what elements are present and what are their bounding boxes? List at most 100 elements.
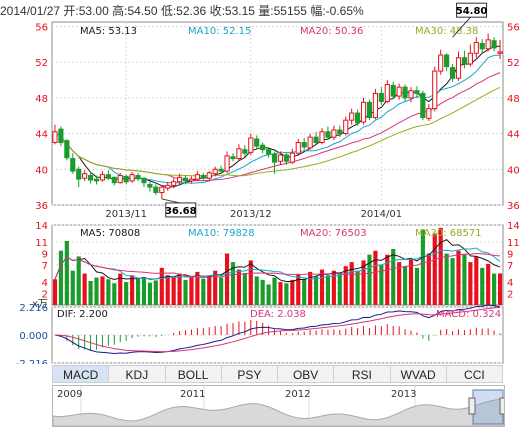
ma-legend-item: MA20: 50.36 <box>300 26 363 37</box>
candle-body <box>123 175 129 183</box>
quote-change: 幅:-0.65% <box>310 4 364 18</box>
candle-body <box>277 154 284 162</box>
volume-bar <box>414 267 420 305</box>
candle-body <box>129 174 135 182</box>
x-axis-label: 2013/12 <box>230 209 272 220</box>
timeline-navigator[interactable]: 2009 2011 2012 2013 <box>52 385 505 427</box>
volume-bar <box>159 267 164 305</box>
volume-bar <box>135 278 141 305</box>
volume-bar <box>171 277 176 305</box>
candle-body <box>171 181 177 186</box>
annotation-leader <box>452 16 471 38</box>
candle-body <box>343 119 349 135</box>
candle-body <box>414 90 420 94</box>
volume-bar <box>450 258 455 305</box>
candle-body <box>366 101 373 119</box>
candle-body <box>230 156 236 160</box>
candle-body <box>58 128 64 144</box>
tab-cci[interactable]: CCI <box>445 365 503 383</box>
volume-bar <box>224 253 230 305</box>
volume-bar <box>337 273 342 305</box>
candle-body <box>212 168 218 175</box>
volume-bar <box>486 263 491 305</box>
navigator-year-label: 2011 <box>180 389 205 400</box>
volume-ma10-line <box>54 247 501 280</box>
volume-bar <box>468 262 473 305</box>
price-axis-label-left: 44 <box>35 130 48 141</box>
volume-bar <box>492 273 497 305</box>
candle-body <box>70 158 76 172</box>
candle-body <box>165 184 171 189</box>
volume-bar <box>296 274 301 305</box>
volume-axis-label-right: 4 <box>507 278 513 289</box>
tab-obv[interactable]: OBV <box>277 365 334 383</box>
volume-bar <box>195 271 200 305</box>
tab-boll[interactable]: BOLL <box>164 365 221 383</box>
quote-volume: 量:55155 <box>258 4 307 18</box>
tab-wvad[interactable]: WVAD <box>389 365 446 383</box>
volume-bar <box>420 229 425 305</box>
candle-body <box>295 142 301 154</box>
candle-body <box>206 172 212 179</box>
candle-body <box>93 178 100 182</box>
volume-bar <box>290 279 295 305</box>
candle-body <box>87 175 94 181</box>
candle-body <box>76 168 82 180</box>
price-axis-label-left: 48 <box>35 94 48 105</box>
volume-bar <box>284 283 289 305</box>
macd-legend-item: DEA: 2.038 <box>250 309 306 320</box>
navigator-handle-right <box>499 397 504 415</box>
macd-legend-item: DIF: 2.200 <box>57 309 108 320</box>
volume-bar <box>183 279 188 305</box>
candle-body <box>390 84 396 97</box>
volume-bar <box>242 273 247 305</box>
navigator-selection-window <box>472 389 504 425</box>
tab-kdj[interactable]: KDJ <box>108 365 165 383</box>
candle-body <box>194 174 200 180</box>
tab-psy[interactable]: PSY <box>220 365 277 383</box>
volume-bar <box>426 253 431 305</box>
volume-bar <box>313 276 319 305</box>
stock-quote-header: 2014/01/27 开:53.00 高:54.50 低:52.36 收:53.… <box>0 0 523 22</box>
candle-body <box>254 138 260 147</box>
volume-legend-item: MA10: 79828 <box>188 228 255 239</box>
tab-macd[interactable]: MACD <box>52 365 109 383</box>
quote-open: 开:53.00 <box>63 4 109 18</box>
annotation-box <box>165 202 197 218</box>
candle-body <box>159 186 165 194</box>
volume-bar <box>254 276 259 305</box>
volume-bar <box>308 271 313 305</box>
volume-bar <box>456 250 461 305</box>
volume-bar <box>260 279 265 305</box>
candle-body <box>218 168 224 172</box>
volume-axis-label-left: 11 <box>35 238 48 249</box>
volume-axis-label-right: 14 <box>507 221 520 232</box>
volume-bar <box>379 265 384 305</box>
candle-body <box>188 178 195 182</box>
candle-body <box>271 153 278 163</box>
candle-body <box>301 142 307 148</box>
tab-rsi[interactable]: RSI <box>333 365 390 383</box>
volume-bar <box>124 282 129 305</box>
volume-legend-item: MA30: 68571 <box>415 228 482 239</box>
volume-bar <box>141 277 147 305</box>
candle-body <box>52 131 58 144</box>
volume-axis-label-right: 11 <box>507 238 520 249</box>
volume-bar <box>302 278 307 305</box>
volume-bar <box>497 273 503 305</box>
price-axis-label-right: 48 <box>507 94 520 105</box>
dif-line <box>54 304 501 355</box>
price-axis-label-right: 56 <box>507 22 520 33</box>
dea-line <box>54 307 501 353</box>
ma5-line <box>54 45 501 188</box>
volume-bar <box>112 283 117 305</box>
volume-bar <box>106 279 111 305</box>
volume-bar <box>319 269 325 305</box>
volume-bar <box>438 227 443 305</box>
volume-bar <box>201 278 206 305</box>
annotation-label: 54.80 <box>456 6 488 17</box>
volume-axis-label-left: 4 <box>42 278 48 289</box>
volume-bar <box>230 262 236 305</box>
candle-body <box>200 175 206 179</box>
